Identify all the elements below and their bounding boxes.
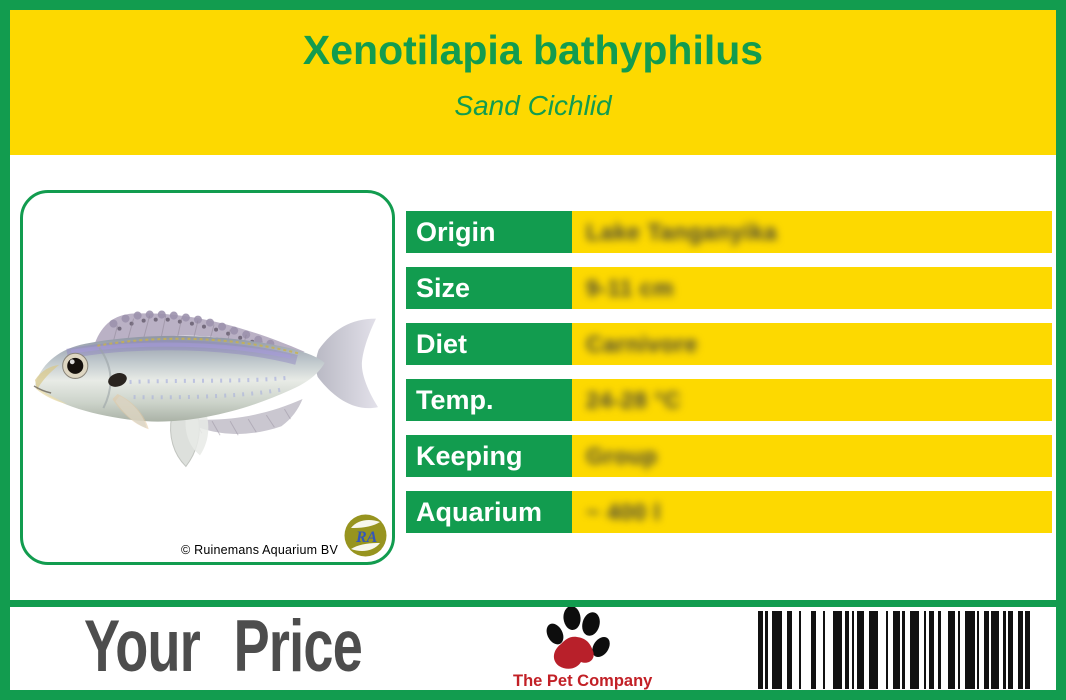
row-label: Size bbox=[406, 267, 572, 309]
table-row-temp: Temp. 24-28 °C bbox=[406, 379, 1052, 421]
row-value: 9-11 cm bbox=[572, 267, 1052, 309]
table-row-keeping: Keeping Group bbox=[406, 435, 1052, 477]
brand-name: The Pet Company bbox=[513, 672, 653, 690]
photo-credit: © Ruinemans Aquarium BV bbox=[181, 543, 338, 557]
species-title: Xenotilapia bathyphilus bbox=[302, 27, 764, 73]
pet-company-logo: The Pet Company bbox=[513, 607, 653, 690]
row-label: Keeping bbox=[406, 435, 572, 477]
row-value: ~ 400 l bbox=[572, 491, 1052, 533]
fish-photo-box: © Ruinemans Aquarium BV RA bbox=[20, 190, 395, 565]
row-value: Group bbox=[572, 435, 1052, 477]
table-row-origin: Origin Lake Tanganyika bbox=[406, 211, 1052, 253]
row-value: 24-28 °C bbox=[572, 379, 1052, 421]
table-row-size: Size 9-11 cm bbox=[406, 267, 1052, 309]
ruinemans-aquarium-logo-icon: RA bbox=[344, 514, 387, 557]
header-banner: Xenotilapia bathyphilus Sand Cichlid bbox=[10, 10, 1056, 155]
row-value: Lake Tanganyika bbox=[572, 211, 1052, 253]
table-row-diet: Diet Carnivore bbox=[406, 323, 1052, 365]
row-label: Origin bbox=[406, 211, 572, 253]
row-label: Temp. bbox=[406, 379, 572, 421]
common-name-subtitle: Sand Cichlid bbox=[454, 90, 612, 121]
svg-text:RA: RA bbox=[355, 529, 378, 546]
your-price-label: Your Price bbox=[84, 606, 363, 687]
footer-divider-line bbox=[10, 600, 1056, 607]
barcode bbox=[758, 611, 1030, 689]
fish-illustration bbox=[33, 310, 380, 468]
row-value: Carnivore bbox=[572, 323, 1052, 365]
paw-icon bbox=[546, 607, 610, 669]
row-label: Diet bbox=[406, 323, 572, 365]
table-row-aquarium: Aquarium ~ 400 l bbox=[406, 491, 1052, 533]
row-label: Aquarium bbox=[406, 491, 572, 533]
info-table: Origin Lake Tanganyika Size 9-11 cm Diet… bbox=[406, 211, 1052, 547]
